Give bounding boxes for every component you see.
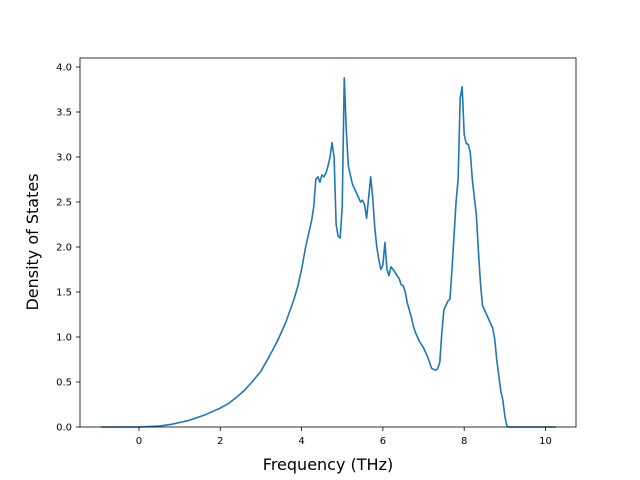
x-tick-label: 0 xyxy=(136,436,142,447)
y-tick-label: 3.5 xyxy=(56,108,72,119)
y-tick-label: 0.0 xyxy=(56,423,72,434)
x-tick-label: 6 xyxy=(380,436,386,447)
y-axis-label: Density of States xyxy=(23,173,42,310)
x-axis-ticks: 0 2 4 6 8 10 xyxy=(136,427,552,447)
x-tick-label: 2 xyxy=(217,436,223,447)
y-tick-label: 1.5 xyxy=(56,288,72,299)
y-tick-label: 0.5 xyxy=(56,378,72,389)
y-tick-label: 2.0 xyxy=(56,243,72,254)
x-tick-label: 8 xyxy=(461,436,467,447)
y-tick-label: 1.0 xyxy=(56,333,72,344)
x-tick-label: 4 xyxy=(298,436,304,447)
y-axis-ticks: 0.0 0.5 1.0 1.5 2.0 2.5 3.0 3.5 4.0 xyxy=(56,63,80,434)
x-tick-label: 10 xyxy=(539,436,552,447)
y-tick-label: 3.0 xyxy=(56,153,72,164)
dos-series-line xyxy=(100,77,557,428)
x-axis-label: Frequency (THz) xyxy=(263,455,393,474)
axes-frame xyxy=(79,57,577,428)
y-tick-label: 4.0 xyxy=(56,63,72,74)
plot-area xyxy=(79,57,577,428)
y-tick-label: 2.5 xyxy=(56,198,72,209)
